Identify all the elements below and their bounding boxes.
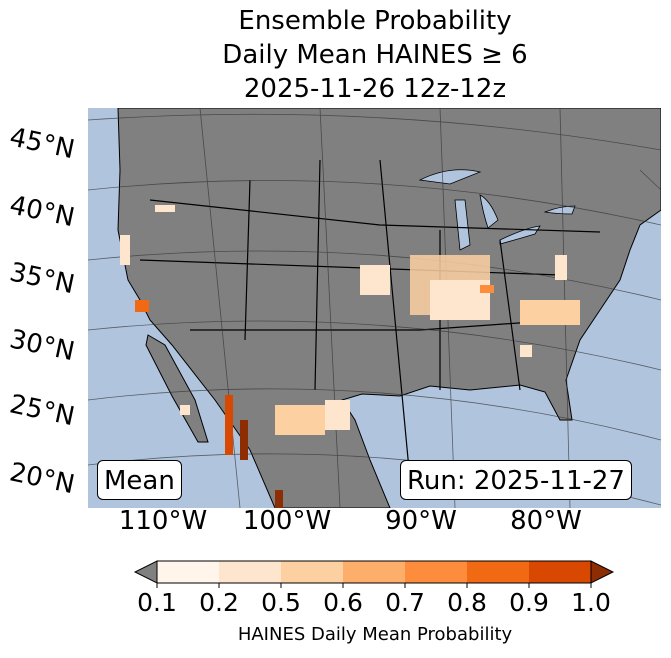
colorbar-tick-label: 0.8: [447, 588, 487, 617]
colorbar-segment: [467, 561, 529, 583]
map: [88, 108, 661, 508]
colorbar-tick-label: 0.5: [261, 588, 301, 617]
baja: [145, 334, 209, 443]
colorbar-label: HAINES Daily Mean Probability: [237, 624, 513, 645]
colorbar-tick-label: 0.1: [137, 588, 177, 617]
lon-label: 80°W: [510, 506, 582, 536]
land: [117, 108, 661, 508]
lon-label: 90°W: [385, 506, 457, 536]
colorbar-tick-label: 0.9: [509, 588, 549, 617]
title-line1: Ensemble Probability: [238, 6, 512, 36]
great-lakes: [418, 169, 576, 251]
lat-label: 45°N: [6, 122, 78, 166]
lon-label: 100°W: [242, 506, 332, 536]
colorbar-segment: [529, 561, 591, 583]
probability-cells: [120, 205, 580, 508]
colorbar-tick-label: 0.6: [323, 588, 363, 617]
colorbar-segment: [281, 561, 343, 583]
run-label-box: Run: 2025-11-27: [400, 460, 632, 500]
colorbar-segment: [157, 561, 219, 583]
colorbar-tick-label: 1.0: [571, 588, 611, 617]
colorbar-under-arrow: [133, 560, 158, 584]
colorbar-segment: [219, 561, 281, 583]
colorbar-tick-label: 0.2: [199, 588, 239, 617]
lat-label: 25°N: [6, 389, 78, 433]
lat-label: 30°N: [6, 324, 78, 368]
title-line2: Daily Mean HAINES ≥ 6: [222, 40, 528, 70]
lat-label: 20°N: [6, 457, 78, 501]
colorbar-segment: [405, 561, 467, 583]
colorbar-over-arrow: [590, 560, 615, 584]
mean-label-box: Mean: [97, 460, 182, 500]
lat-label: 40°N: [6, 190, 78, 234]
colorbar-segment: [343, 561, 405, 583]
lon-label: 110°W: [118, 506, 208, 536]
colorbar-frame: [156, 560, 592, 584]
colorbar-tick-label: 0.7: [385, 588, 425, 617]
lat-label: 35°N: [6, 257, 78, 301]
colorbar: [133, 560, 615, 588]
title-line3: 2025-11-26 12z-12z: [243, 74, 507, 104]
